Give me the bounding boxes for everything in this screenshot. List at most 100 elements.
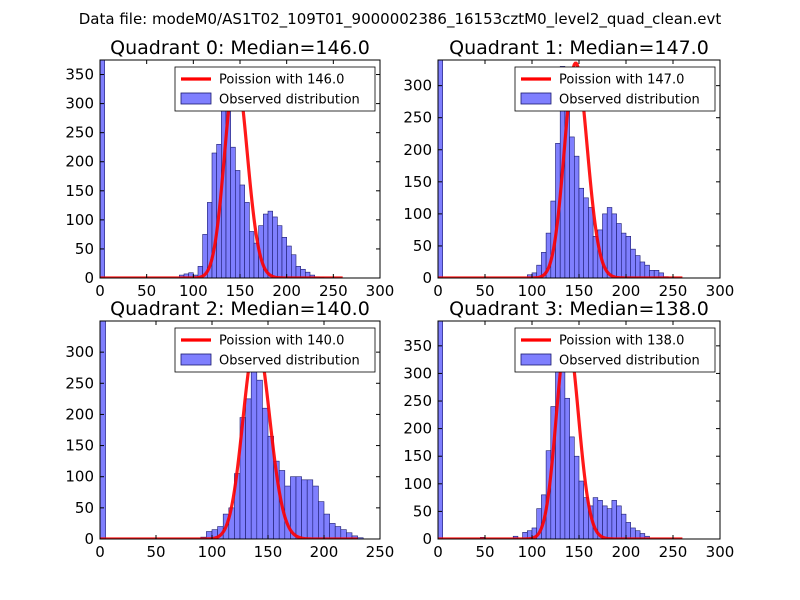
- x-tick-label: 100: [518, 543, 547, 561]
- observed-bar: [245, 398, 252, 539]
- x-tick-label: 0: [433, 282, 443, 300]
- observed-bar: [323, 513, 330, 539]
- y-tick-label: 300: [65, 343, 94, 361]
- observed-bar: [616, 505, 622, 539]
- x-tick-label: 200: [272, 282, 301, 300]
- observed-bar: [312, 485, 319, 539]
- quadrant-3-panel: 0 50 100 150 200 250 300 0 50 100 150 200 250 300 350 Q…: [403, 298, 734, 561]
- y-tick-label: 0: [84, 530, 94, 548]
- x-tick-label: 200: [310, 543, 339, 561]
- x-tick-label: 250: [659, 543, 688, 561]
- y-tick-label: 150: [403, 447, 432, 465]
- observed-bar: [630, 527, 636, 539]
- legend: Poission with 138.0 Observed distribution: [514, 327, 716, 373]
- y-tick-label: 100: [65, 211, 94, 229]
- observed-bar: [573, 455, 580, 539]
- legend: Poission with 146.0 Observed distribution: [174, 66, 376, 112]
- observed-bar: [100, 60, 105, 278]
- y-tick-label: 150: [403, 173, 432, 191]
- y-tick-label: 250: [65, 374, 94, 392]
- observed-bar: [277, 225, 283, 278]
- observed-bar: [244, 202, 250, 278]
- axes-frame: [99, 320, 381, 540]
- observed-bar: [334, 526, 342, 539]
- observed-bar: [588, 207, 594, 278]
- y-tick-label: 200: [403, 420, 432, 438]
- legend: Poission with 147.0 Observed distribution: [514, 66, 716, 112]
- x-tick-label: 250: [659, 282, 688, 300]
- x-tick-label: 250: [319, 282, 348, 300]
- x-tick-label: 200: [612, 282, 641, 300]
- quadrant-2-panel: 0 50 100 150 200 250 0 50 100 150 200 250 300 Quadran…: [65, 298, 394, 561]
- y-tick-label: 50: [75, 499, 94, 517]
- subplot-grid: 0 50 100 150 200 250 300 0 50 100 150 200 250 300 350 Q…: [65, 37, 734, 561]
- legend-bar-swatch: [520, 92, 552, 105]
- y-tick-label: 100: [65, 468, 94, 486]
- observed-bar: [100, 321, 106, 539]
- quadrant-title: Quadrant 1: Median=147.0: [449, 37, 709, 59]
- legend-bar-swatch: [180, 353, 212, 366]
- observed-bar: [286, 245, 292, 278]
- observed-bar: [239, 184, 245, 278]
- observed-bar: [235, 170, 241, 278]
- x-tick-label: 0: [95, 543, 105, 561]
- x-tick-label: 100: [179, 282, 208, 300]
- legend-entry-poisson: Poission with 138.0: [559, 334, 684, 349]
- y-tick-label: 50: [413, 502, 432, 520]
- observed-bar: [620, 513, 627, 539]
- x-tick-label: 150: [565, 543, 594, 561]
- poisson-curve: [438, 61, 684, 278]
- legend-entry-observed: Observed distribution: [559, 93, 700, 108]
- observed-bar: [578, 480, 584, 539]
- legend-entry-observed: Observed distribution: [219, 93, 360, 108]
- observed-bar: [644, 264, 650, 278]
- y-tick-label: 350: [65, 66, 94, 84]
- observed-bar: [578, 187, 584, 278]
- legend-entry-poisson: Poission with 146.0: [219, 73, 344, 88]
- observed-bar: [329, 523, 336, 539]
- x-tick-label: 0: [433, 543, 443, 561]
- observed-bar: [602, 505, 608, 539]
- y-tick-label: 100: [403, 205, 432, 223]
- y-tick-label: 0: [422, 530, 432, 548]
- observed-bar: [256, 379, 263, 539]
- observed-bar: [606, 207, 613, 278]
- x-tick-label: 200: [612, 543, 641, 561]
- observed-bar: [306, 479, 314, 539]
- quadrant-title: Quadrant 3: Median=138.0: [449, 298, 709, 320]
- x-tick-label: 150: [254, 543, 283, 561]
- legend-bar-swatch: [180, 92, 212, 105]
- y-tick-label: 50: [413, 237, 432, 255]
- observed-bar: [569, 136, 575, 278]
- observed-bar: [301, 479, 308, 539]
- observed-bar: [262, 407, 269, 539]
- y-tick-label: 100: [403, 475, 432, 493]
- observed-bar: [611, 213, 617, 278]
- observed-bar: [295, 266, 301, 278]
- x-tick-label: 50: [146, 543, 165, 561]
- legend-bar-swatch: [520, 353, 552, 366]
- y-tick-label: 50: [75, 240, 94, 258]
- x-tick-label: 100: [198, 543, 227, 561]
- quadrant-1-panel: 0 50 100 150 200 250 300 0 50 100 150 200 250 300 Quad…: [403, 37, 734, 300]
- poisson-curve: [438, 333, 684, 539]
- y-tick-label: 300: [403, 77, 432, 95]
- observed-bar: [625, 522, 631, 539]
- observed-bar: [606, 508, 613, 539]
- x-tick-label: 300: [366, 282, 395, 300]
- y-tick-label: 250: [65, 124, 94, 142]
- y-tick-label: 300: [65, 95, 94, 113]
- observed-bar: [281, 237, 287, 278]
- x-tick-label: 150: [565, 282, 594, 300]
- quadrant-0-panel: 0 50 100 150 200 250 300 0 50 100 150 200 250 300 350 Q…: [65, 37, 394, 300]
- observed-bar: [625, 236, 631, 278]
- legend-entry-poisson: Poission with 140.0: [219, 334, 344, 349]
- x-tick-label: 50: [475, 543, 494, 561]
- observed-bar: [620, 232, 627, 278]
- observed-bar: [249, 231, 255, 278]
- y-tick-label: 0: [84, 269, 94, 287]
- observed-bar: [573, 155, 580, 278]
- observed-bar: [611, 500, 617, 539]
- x-tick-label: 300: [706, 282, 735, 300]
